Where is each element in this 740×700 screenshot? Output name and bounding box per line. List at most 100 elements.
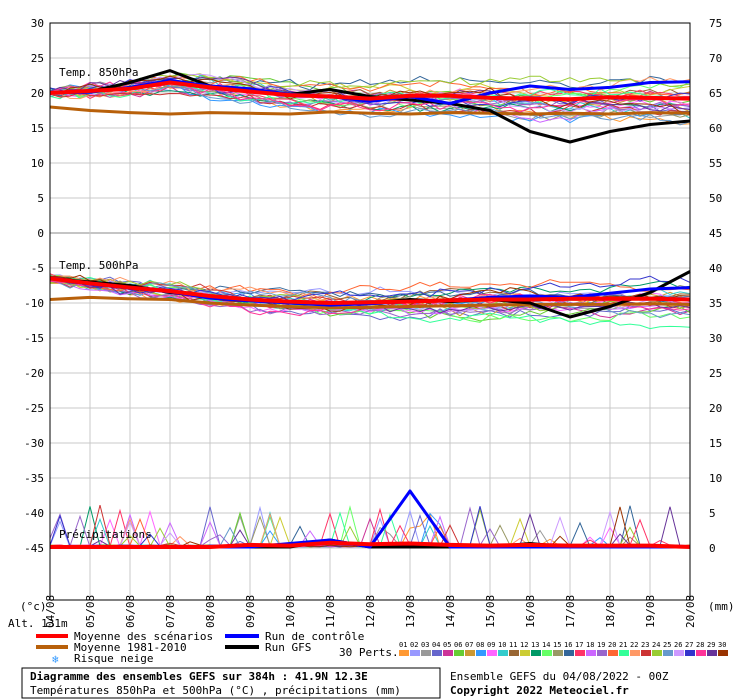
x-tick-label: 06/08 — [124, 595, 137, 628]
legend-snow: Risque neige — [74, 652, 153, 665]
perturbation-line — [49, 276, 691, 330]
pert-number: 13 — [531, 641, 539, 649]
left-tick-label: 25 — [31, 52, 44, 65]
pert-number: 12 — [520, 641, 528, 649]
right-tick-label: 75 — [709, 17, 722, 30]
left-tick-label: -30 — [24, 437, 44, 450]
altitude-label: Alt. 131m — [8, 617, 68, 630]
x-tick-label: 10/08 — [284, 595, 297, 628]
pert-swatch — [696, 650, 706, 656]
legend-mean-swatch — [36, 634, 68, 638]
pert-number: 18 — [586, 641, 594, 649]
right-tick-label: 35 — [709, 297, 722, 310]
legend-mean: Moyenne des scénarios — [74, 630, 213, 643]
left-tick-label: -15 — [24, 332, 44, 345]
pert-number: 03 — [421, 641, 429, 649]
pert-number: 19 — [597, 641, 605, 649]
right-tick-label: 10 — [709, 472, 722, 485]
pert-number: 11 — [509, 641, 517, 649]
pert-number: 30 — [718, 641, 726, 649]
pert-swatch — [575, 650, 585, 656]
pert-number: 29 — [707, 641, 715, 649]
x-tick-label: 07/08 — [164, 595, 177, 628]
x-tick-label: 16/08 — [524, 595, 537, 628]
pert-swatch — [542, 650, 552, 656]
left-tick-label: 30 — [31, 17, 44, 30]
pert-swatch — [531, 650, 541, 656]
left-tick-label: -25 — [24, 402, 44, 415]
caption-title: Diagramme des ensembles GEFS sur 384h : … — [30, 670, 368, 683]
left-tick-label: 0 — [37, 227, 44, 240]
series-line — [49, 276, 691, 305]
legend: Moyenne des scénarios Moyenne 1981-2010 … — [36, 630, 728, 666]
label-precip: Précipitations — [59, 528, 152, 541]
right-unit: (mm) — [708, 600, 735, 613]
pert-swatch — [619, 650, 629, 656]
perturbation-legend: 01 02 03 04 05 06 07 08 09 10 11 12 13 14 15 16 17 18 19 20… — [399, 641, 728, 656]
pert-number: 05 — [443, 641, 451, 649]
left-tick-label: -35 — [24, 472, 44, 485]
pert-swatch — [443, 650, 453, 656]
series-line — [49, 80, 691, 102]
x-tick-label: 13/08 — [404, 595, 417, 628]
pert-number: 01 — [399, 641, 407, 649]
pert-swatch — [608, 650, 618, 656]
series-line — [49, 105, 691, 116]
left-tick-label: -20 — [24, 367, 44, 380]
pert-swatch — [465, 650, 475, 656]
x-tick-label: 11/08 — [324, 595, 337, 628]
pert-number: 28 — [696, 641, 704, 649]
pert-swatch — [564, 650, 574, 656]
pert-swatch — [410, 650, 420, 656]
legend-perts: 30 Perts. — [339, 646, 399, 659]
pert-number: 08 — [476, 641, 484, 649]
series-line — [49, 69, 691, 144]
left-tick-label: 20 — [31, 87, 44, 100]
pert-swatch — [663, 650, 673, 656]
pert-swatch — [487, 650, 497, 656]
left-tick-label: -40 — [24, 507, 44, 520]
left-tick-label: -5 — [31, 262, 44, 275]
main-series — [49, 69, 691, 549]
caption-box — [21, 667, 441, 699]
pert-number: 21 — [619, 641, 627, 649]
series-line — [50, 540, 691, 549]
pert-number: 07 — [465, 641, 473, 649]
x-tick-label: 09/08 — [244, 595, 257, 628]
label-500: Temp. 500hPa — [59, 259, 138, 272]
x-tick-label: 14/08 — [444, 595, 457, 628]
left-tick-label: 15 — [31, 122, 44, 135]
pert-number: 16 — [564, 641, 572, 649]
right-tick-label: 65 — [709, 87, 722, 100]
axes: 302520151050-5-10-15-20-25-30-35-40-4575… — [24, 17, 722, 628]
left-tick-label: -45 — [24, 542, 44, 555]
pert-number: 20 — [608, 641, 616, 649]
right-tick-label: 70 — [709, 52, 722, 65]
pert-number: 23 — [641, 641, 649, 649]
legend-gfs: Run GFS — [265, 641, 311, 654]
right-tick-label: 25 — [709, 367, 722, 380]
x-tick-label: 08/08 — [204, 595, 217, 628]
pert-swatch — [641, 650, 651, 656]
pert-number: 02 — [410, 641, 418, 649]
caption-ensemble: Ensemble GEFS du 04/08/2022 - 00Z — [450, 670, 669, 683]
x-tick-label: 05/08 — [84, 595, 97, 628]
right-tick-label: 30 — [709, 332, 722, 345]
pert-swatch — [674, 650, 684, 656]
pert-swatch — [707, 650, 717, 656]
pert-swatch — [432, 650, 442, 656]
pert-number: 09 — [487, 641, 495, 649]
pert-swatch — [718, 650, 728, 656]
pert-number: 27 — [685, 641, 693, 649]
x-tick-label: 12/08 — [364, 595, 377, 628]
pert-swatch — [652, 650, 662, 656]
right-tick-label: 15 — [709, 437, 722, 450]
pert-number: 17 — [575, 641, 583, 649]
legend-climate-swatch — [36, 645, 68, 649]
legend-control-swatch — [225, 634, 259, 638]
pert-swatch — [399, 650, 409, 656]
pert-swatch — [685, 650, 695, 656]
right-tick-label: 40 — [709, 262, 722, 275]
x-tick-label: 20/08 — [684, 595, 697, 628]
pert-swatch — [421, 650, 431, 656]
